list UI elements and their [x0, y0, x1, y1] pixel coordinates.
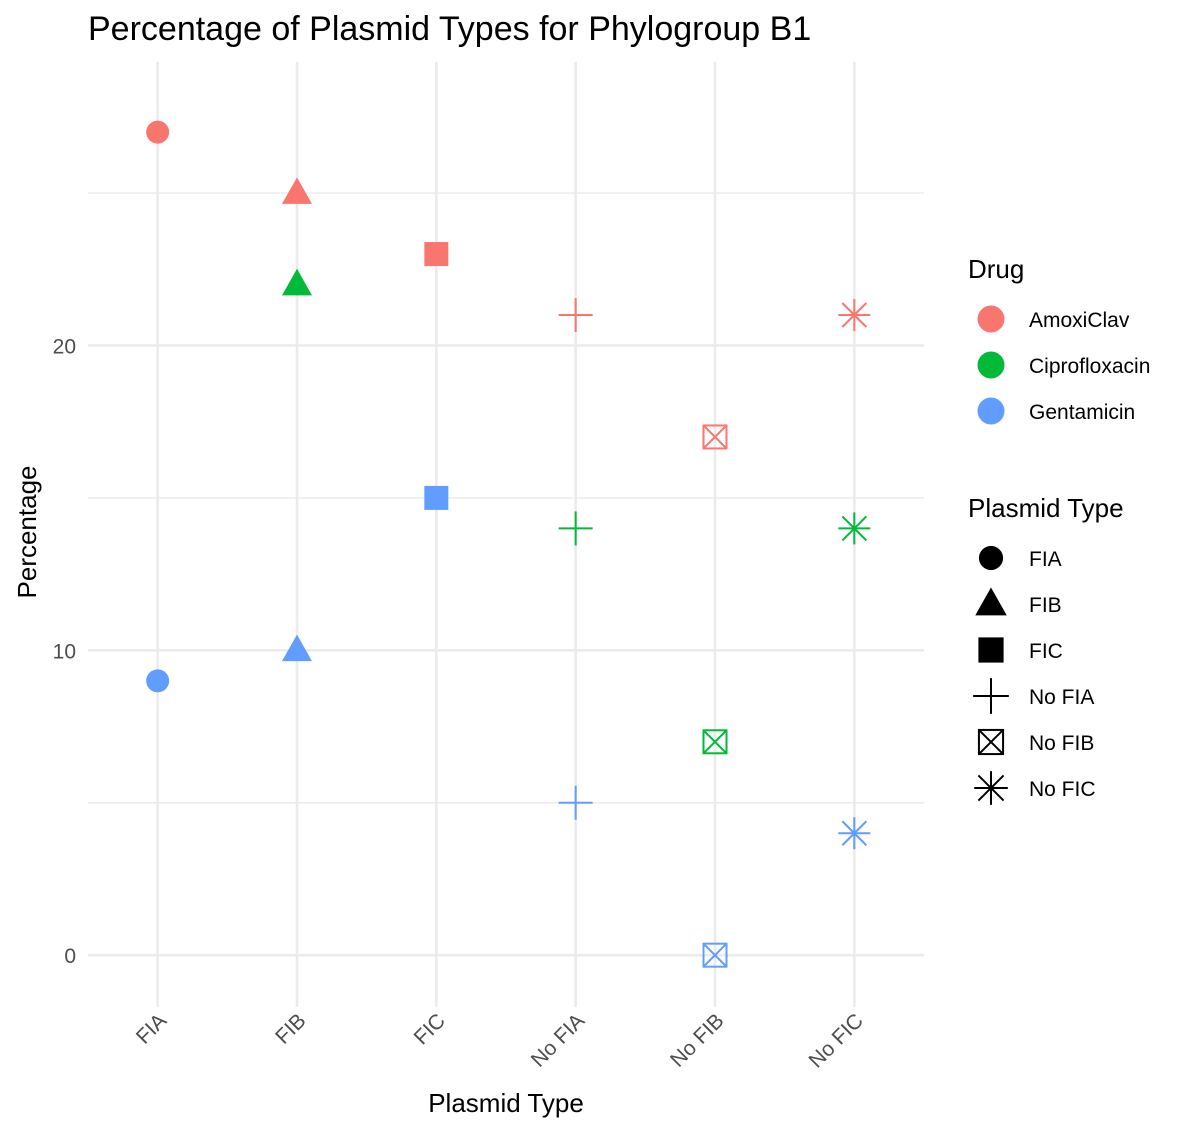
- y-axis-title: Percentage: [12, 466, 42, 599]
- legend-shape-items: FIA FIB FIC No FIA No FIB No FIC: [973, 545, 1096, 805]
- legend-label: No FIA: [1029, 686, 1094, 709]
- y-tick-label: 10: [53, 640, 76, 663]
- legend-swatch: [975, 587, 1007, 616]
- data-point: [424, 485, 449, 510]
- data-point: [838, 299, 871, 332]
- data-point: [558, 511, 593, 546]
- grid: [88, 62, 924, 1007]
- legend-drug-title: Drug: [968, 254, 1024, 284]
- data-point: [838, 817, 871, 850]
- x-tick-label: FIA: [132, 1009, 171, 1048]
- data-point: [558, 298, 593, 333]
- data-point: [702, 729, 728, 755]
- x-axis-ticks: FIA FIB FIC No FIA No FIB No FIC: [132, 1009, 868, 1072]
- legend-label: AmoxiClav: [1029, 309, 1130, 332]
- legend-item-plasmid: FIB: [975, 587, 1062, 617]
- data-point: [282, 634, 312, 662]
- data-point: [282, 268, 312, 296]
- y-tick-label: 20: [53, 336, 76, 359]
- data-points: [146, 120, 871, 968]
- data-point: [424, 242, 449, 267]
- legend-label: FIB: [1029, 594, 1062, 617]
- legend-label: FIA: [1029, 548, 1062, 571]
- x-tick-label: FIC: [410, 1009, 450, 1049]
- x-axis-title: Plasmid Type: [428, 1088, 584, 1118]
- legend-item-plasmid: FIC: [978, 637, 1063, 663]
- x-tick-label: No FIA: [527, 1009, 589, 1071]
- legend-label: FIC: [1029, 640, 1063, 663]
- legend-label: Ciprofloxacin: [1029, 355, 1150, 378]
- legend-label: No FIB: [1029, 732, 1094, 755]
- legend-item-drug: Ciprofloxacin: [977, 351, 1150, 379]
- legend-swatch: [973, 678, 1009, 714]
- legend: Drug AmoxiClav Ciprofloxacin Gentamicin Pl…: [968, 254, 1150, 805]
- y-tick-label: 0: [64, 945, 76, 968]
- legend-swatch: [977, 351, 1005, 379]
- y-axis-ticks: 0 10 20: [53, 336, 76, 969]
- legend-item-plasmid: No FIA: [973, 678, 1094, 714]
- legend-item-plasmid: FIA: [978, 545, 1062, 571]
- legend-drug-items: AmoxiClav Ciprofloxacin Gentamicin: [977, 305, 1150, 425]
- x-tick-label: No FIB: [666, 1009, 728, 1071]
- legend-item-drug: AmoxiClav: [977, 305, 1130, 333]
- data-point: [146, 120, 170, 144]
- legend-label: No FIC: [1029, 778, 1096, 801]
- legend-swatch: [977, 305, 1005, 333]
- data-point: [558, 785, 593, 820]
- data-point: [838, 512, 871, 545]
- legend-swatch: [978, 545, 1004, 571]
- data-point: [702, 942, 728, 968]
- legend-swatch: [974, 771, 1008, 805]
- legend-shape-title: Plasmid Type: [968, 493, 1124, 523]
- data-point: [702, 424, 728, 450]
- x-tick-label: No FIC: [805, 1009, 868, 1072]
- legend-item-drug: Gentamicin: [977, 397, 1135, 425]
- legend-swatch: [978, 637, 1004, 663]
- x-tick-label: FIB: [271, 1009, 310, 1048]
- legend-item-plasmid: No FIB: [977, 728, 1094, 756]
- data-point: [282, 177, 312, 204]
- chart-title: Percentage of Plasmid Types for Phylogro…: [88, 10, 811, 48]
- legend-label: Gentamicin: [1029, 401, 1135, 424]
- legend-item-plasmid: No FIC: [974, 771, 1096, 805]
- legend-swatch: [977, 397, 1005, 425]
- legend-swatch: [977, 728, 1005, 756]
- data-point: [146, 669, 170, 693]
